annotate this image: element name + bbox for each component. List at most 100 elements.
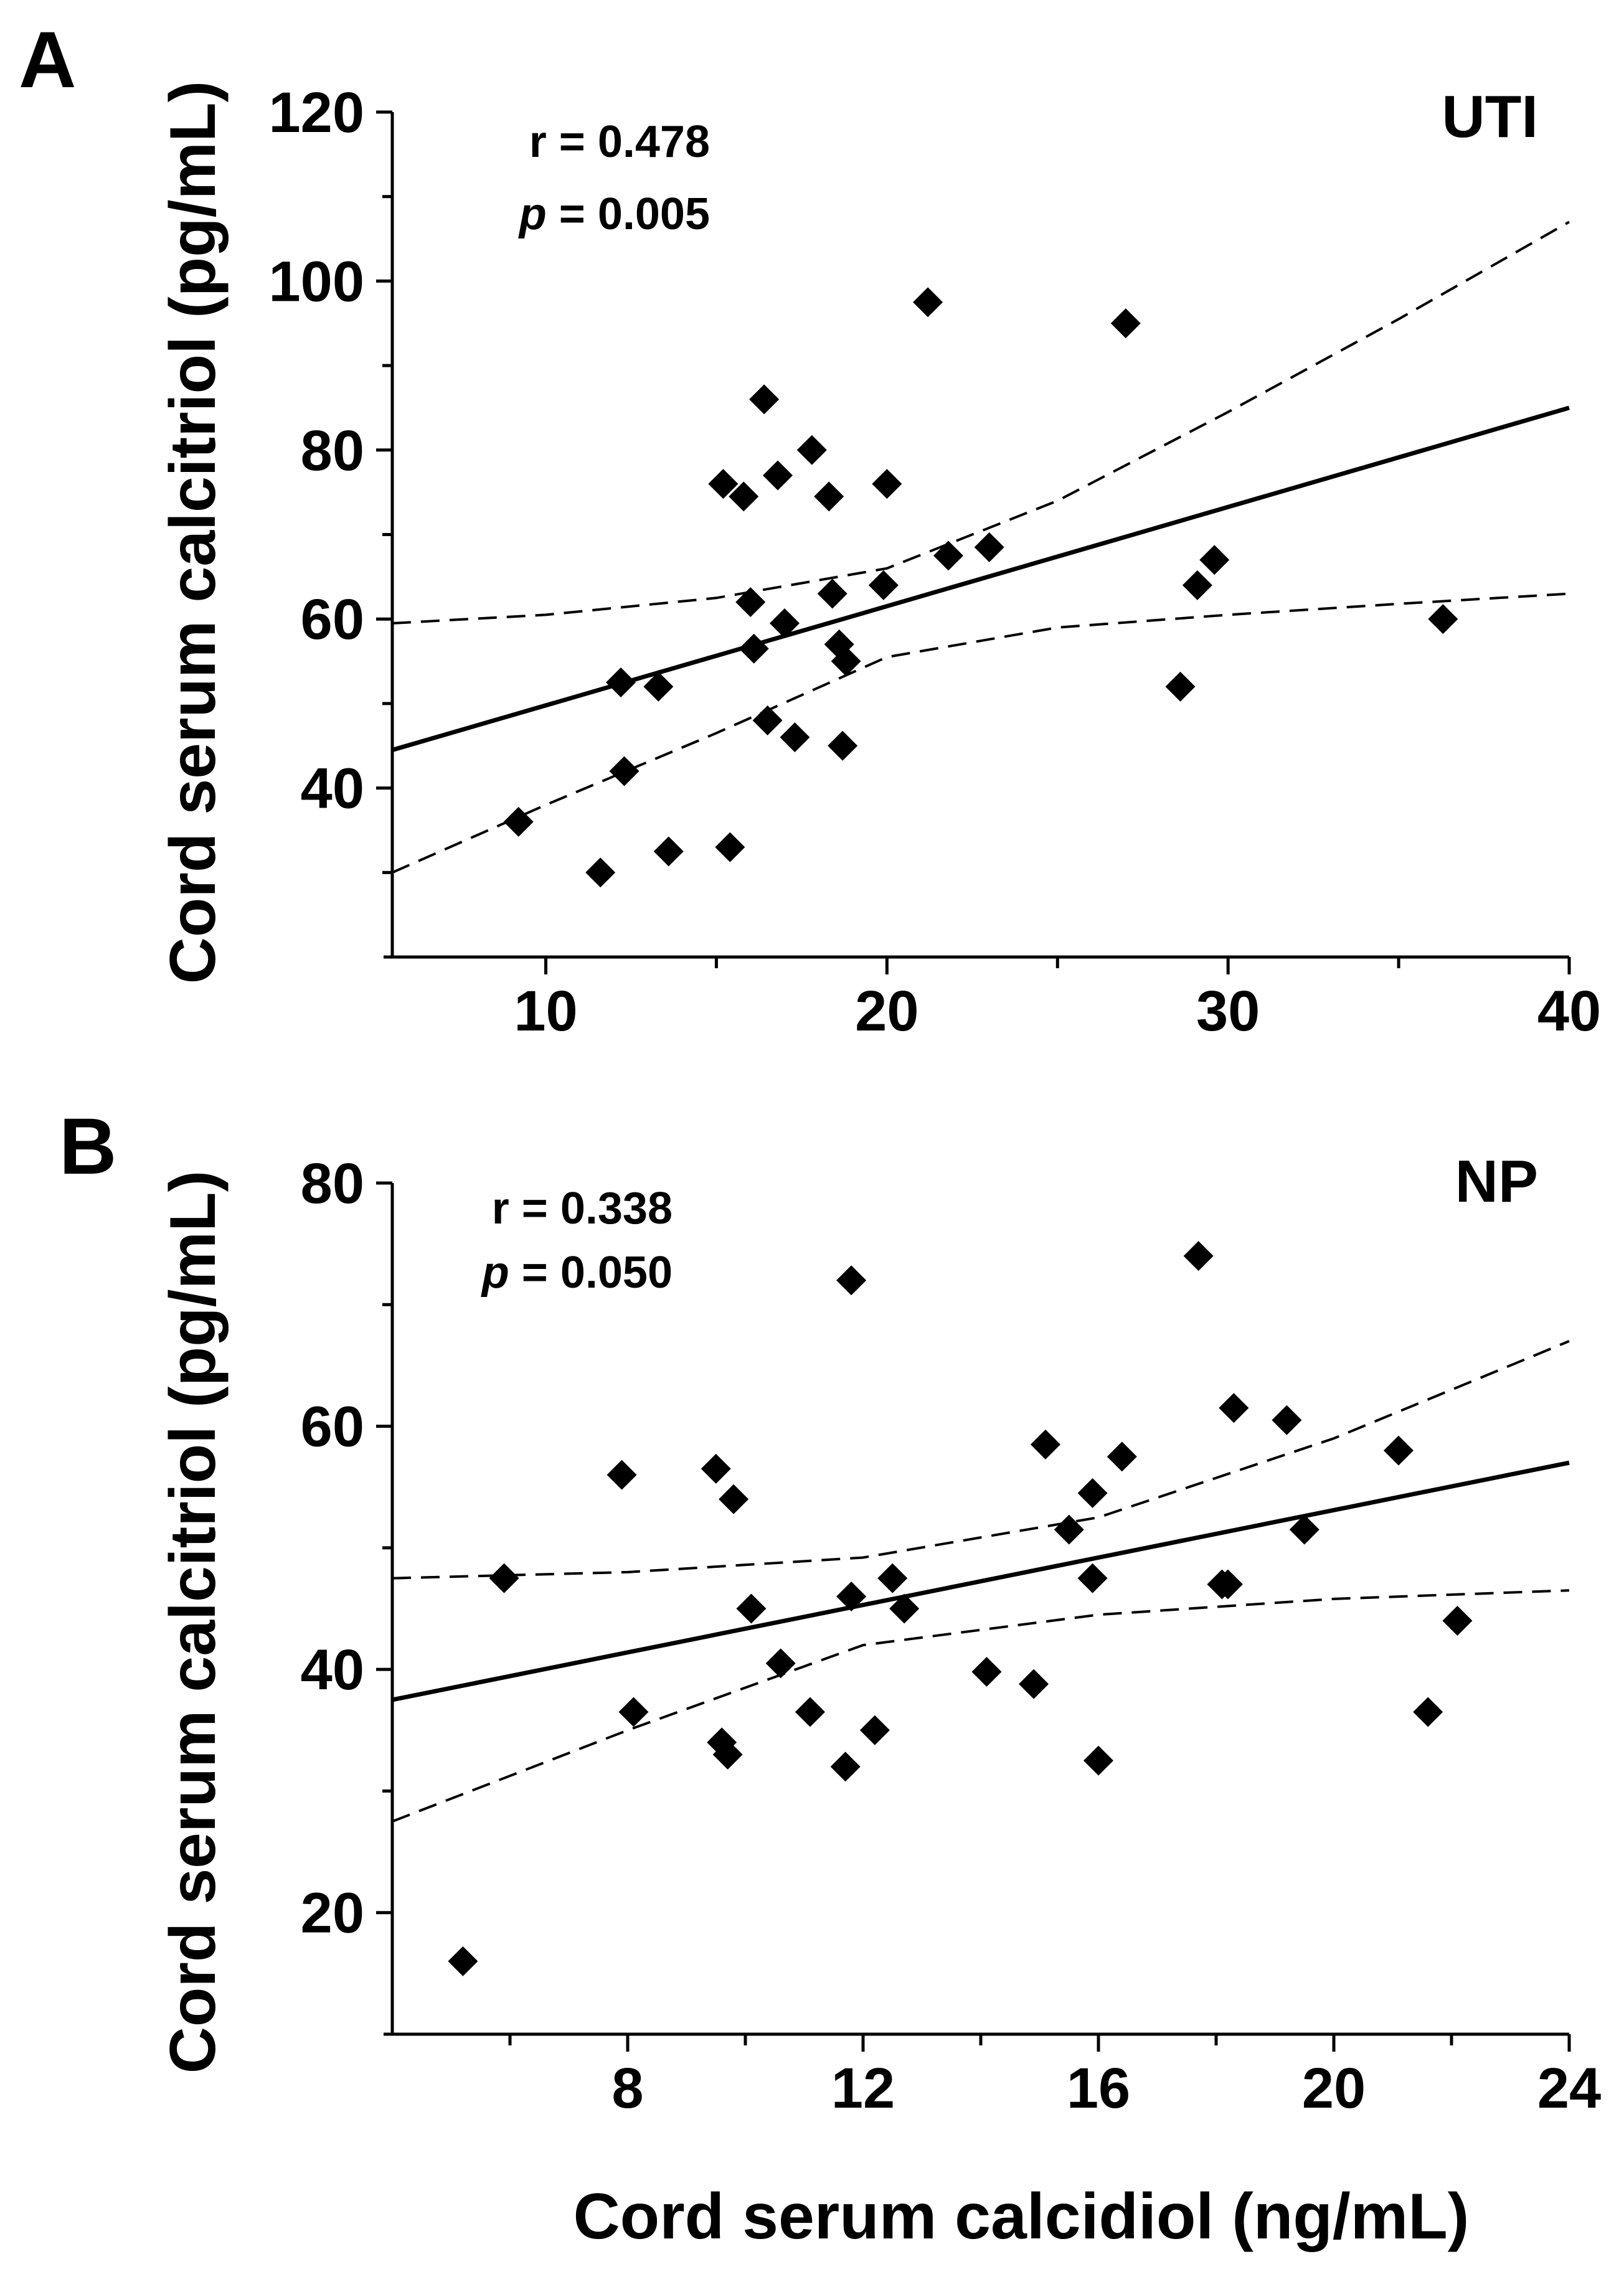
panel-a-regression: [392, 405, 1570, 752]
panel-b-data-point: [889, 1593, 920, 1624]
panel-b-letter: B: [59, 1102, 116, 1191]
panel-b-y-tick-label: 80: [301, 1152, 364, 1215]
panel-b-data-point: [877, 1563, 908, 1593]
panel-a-ci-lines: [392, 220, 1570, 874]
panel-a-x-ticks: 10 20 30 40: [514, 957, 1601, 1043]
panel-b-data-point: [719, 1484, 749, 1514]
panel-a-data-point: [503, 806, 534, 837]
panel-a-data-point: [913, 287, 943, 318]
panel-b-y-tick-label: 40: [301, 1638, 364, 1702]
panel-b-data-point: [1383, 1435, 1414, 1466]
panel-b-data-point: [859, 1715, 890, 1745]
panel-a-y-axis-title: Cord serum calcitriol (pg/mL): [157, 81, 229, 984]
panel-a-regression-line: [392, 405, 1570, 752]
panel-b-data-point: [836, 1581, 867, 1611]
panel-a-data-point: [828, 730, 858, 761]
panel-a-x-tick-label: 40: [1537, 979, 1601, 1043]
panel-a-x-tick-label: 20: [855, 979, 918, 1043]
panel-a-y-tick-label: 80: [301, 419, 364, 483]
panel-a-data-point: [609, 756, 640, 786]
panel-a-data-point: [1428, 604, 1458, 634]
panel-b-y-tick-label: 60: [301, 1395, 364, 1459]
panel-a-p-label: p: [518, 189, 547, 239]
panel-a-axes: [384, 112, 1569, 959]
panel-b-data-point: [1272, 1405, 1302, 1435]
panel-b-np: B NP r = 0.338 p = 0.050 Cord serum calc…: [59, 1102, 1601, 2253]
panel-b-data-point: [1077, 1478, 1108, 1508]
panel-b-p-label: p: [481, 1248, 509, 1298]
panel-a-p-value: = 0.005: [547, 189, 710, 239]
panel-a-x-tick-label: 30: [1196, 979, 1260, 1043]
panel-a-ci-lower: [392, 592, 1570, 874]
panel-b-data-point: [795, 1697, 825, 1727]
panel-a-y-tick-label: 100: [269, 250, 365, 313]
panel-a-data-point: [735, 587, 766, 618]
panel-b-data-point: [712, 1739, 743, 1770]
panel-b-data-point: [1083, 1745, 1113, 1776]
panel-a-data-point: [974, 532, 1004, 562]
panel-a-data-point: [1110, 308, 1141, 339]
panel-b-r-label: r =: [492, 1184, 560, 1233]
panel-b-data-point: [1442, 1606, 1473, 1636]
panel-a-data-point: [1165, 671, 1196, 702]
panel-b-r-value: 0.338: [560, 1184, 673, 1233]
panel-a-y-tick-label: 60: [301, 588, 364, 651]
panel-b-y-axis-title: Cord serum calcitriol (pg/mL): [157, 1171, 229, 2073]
panel-a-data-point: [868, 570, 899, 600]
panel-b-data-point: [1413, 1697, 1443, 1727]
panel-b-group-label: NP: [1455, 1148, 1538, 1215]
panel-a-data-point: [752, 705, 783, 736]
panel-b-x-tick-label: 16: [1067, 2057, 1130, 2120]
panel-a-data-point: [763, 460, 793, 491]
panel-a-data-point: [780, 722, 810, 753]
panel-b-data-point: [971, 1657, 1002, 1687]
panel-a-data-point: [1182, 570, 1212, 600]
panel-b-points: [448, 1241, 1473, 1976]
panel-b-x-tick-label: 24: [1537, 2057, 1601, 2120]
panel-a-data-point: [606, 667, 636, 697]
panel-a-data-point: [715, 832, 745, 862]
panel-a-data-point: [770, 608, 800, 638]
panel-a-data-point: [933, 540, 963, 571]
panel-a-y-tick-label: 40: [301, 757, 364, 821]
panel-b-data-point: [489, 1563, 519, 1593]
panel-a-uti: A UTI r = 0.478 p = 0.005 Cord serum cal…: [19, 16, 1601, 1043]
panel-b-r-stat: r = 0.338: [492, 1184, 673, 1233]
panel-b-data-point: [1077, 1563, 1108, 1593]
panel-b-data-point: [1054, 1514, 1084, 1545]
panel-a-data-point: [749, 384, 780, 415]
panel-a-data-point: [585, 857, 616, 888]
panel-b-data-point: [830, 1752, 861, 1782]
panel-b-data-point: [618, 1697, 649, 1727]
panel-b-x-tick-label: 20: [1302, 2057, 1366, 2120]
panel-b-y-ticks: 20 40 60 80: [301, 1152, 392, 1945]
panel-a-r-value: 0.478: [598, 117, 710, 167]
panel-a-data-point: [817, 578, 847, 609]
panel-b-ci-upper: [392, 1340, 1570, 1580]
panel-b-p-stat: p = 0.050: [481, 1248, 673, 1298]
panel-a-letter: A: [19, 16, 76, 105]
panel-a-data-point: [739, 633, 769, 664]
panel-a-data-point: [708, 469, 739, 499]
panel-b-data-point: [1107, 1441, 1137, 1472]
panel-a-data-point: [729, 481, 759, 512]
panel-a-r-stat: r = 0.478: [529, 117, 710, 167]
panel-b-x-axis-title: Cord serum calcidiol (ng/mL): [574, 2181, 1470, 2253]
panel-a-group-label: UTI: [1442, 83, 1538, 150]
panel-b-data-point: [1212, 1569, 1243, 1600]
panel-b-data-point: [1030, 1429, 1060, 1459]
panel-b-data-point: [1019, 1669, 1049, 1699]
panel-b-p-value: = 0.050: [509, 1248, 673, 1298]
panel-b-axes: [384, 1183, 1569, 2036]
panel-b-data-point: [836, 1265, 867, 1296]
panel-a-ci-upper: [392, 220, 1570, 625]
panel-a-x-tick-label: 10: [514, 979, 577, 1043]
panel-a-p-stat: p = 0.005: [518, 189, 710, 239]
panel-b-data-point: [736, 1593, 767, 1624]
panel-b-data-point: [1219, 1393, 1249, 1423]
panel-b-data-point: [765, 1648, 796, 1679]
panel-a-data-point: [1199, 545, 1230, 575]
panel-b-regression: [392, 1460, 1570, 1702]
panel-b-x-ticks: 8 12 16 20 24: [508, 2034, 1601, 2120]
